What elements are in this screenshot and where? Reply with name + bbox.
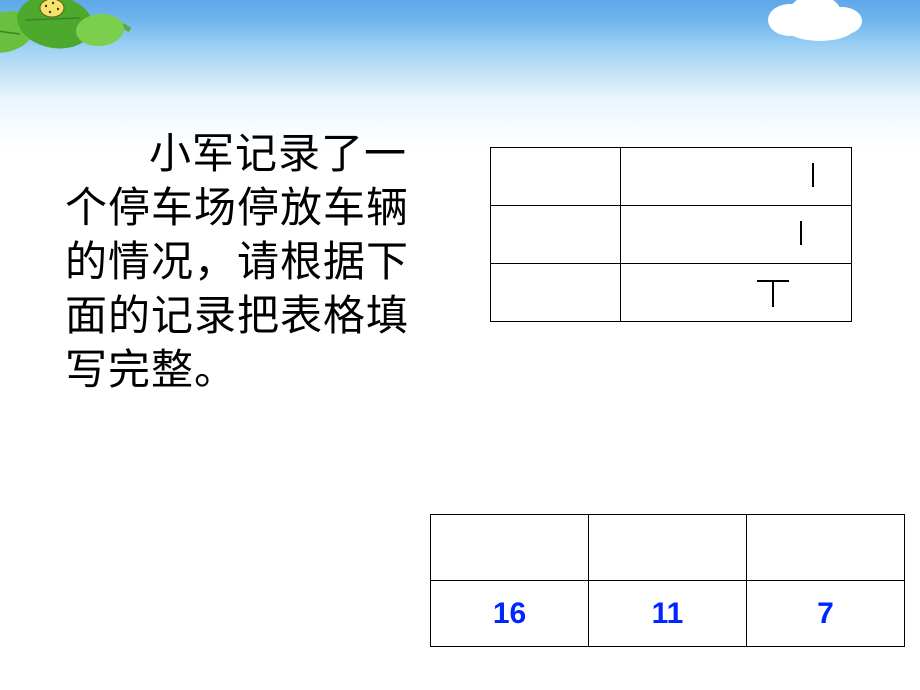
tally-mark-1 (621, 157, 851, 197)
number-table: 16 11 7 (430, 514, 905, 647)
tally-row-1 (491, 148, 852, 206)
num-h2 (589, 515, 747, 581)
tally-r2-c2 (621, 206, 852, 264)
num-h3 (747, 515, 905, 581)
cloud-decoration (760, 0, 880, 45)
tally-mark-2 (621, 215, 851, 255)
num-d1: 16 (431, 581, 589, 647)
num-d2: 11 (589, 581, 747, 647)
tally-mark-3 (621, 273, 851, 313)
instruction-text: 小军记录了一个停车场停放车辆的情况，请根据下面的记录把表格填写完整。 (65, 128, 425, 398)
instruction-content: 小军记录了一个停车场停放车辆的情况，请根据下面的记录把表格填写完整。 (65, 132, 409, 394)
tally-r1-c2 (621, 148, 852, 206)
tally-table (490, 147, 852, 322)
num-h1 (431, 515, 589, 581)
tally-r1-c1 (491, 148, 621, 206)
tally-row-3 (491, 264, 852, 322)
num-d3: 7 (747, 581, 905, 647)
tally-r3-c1 (491, 264, 621, 322)
num-data-row: 16 11 7 (431, 581, 905, 647)
leaf-decoration (0, 0, 160, 80)
tally-row-2 (491, 206, 852, 264)
num-header-row (431, 515, 905, 581)
tally-r2-c1 (491, 206, 621, 264)
tally-r3-c2 (621, 264, 852, 322)
